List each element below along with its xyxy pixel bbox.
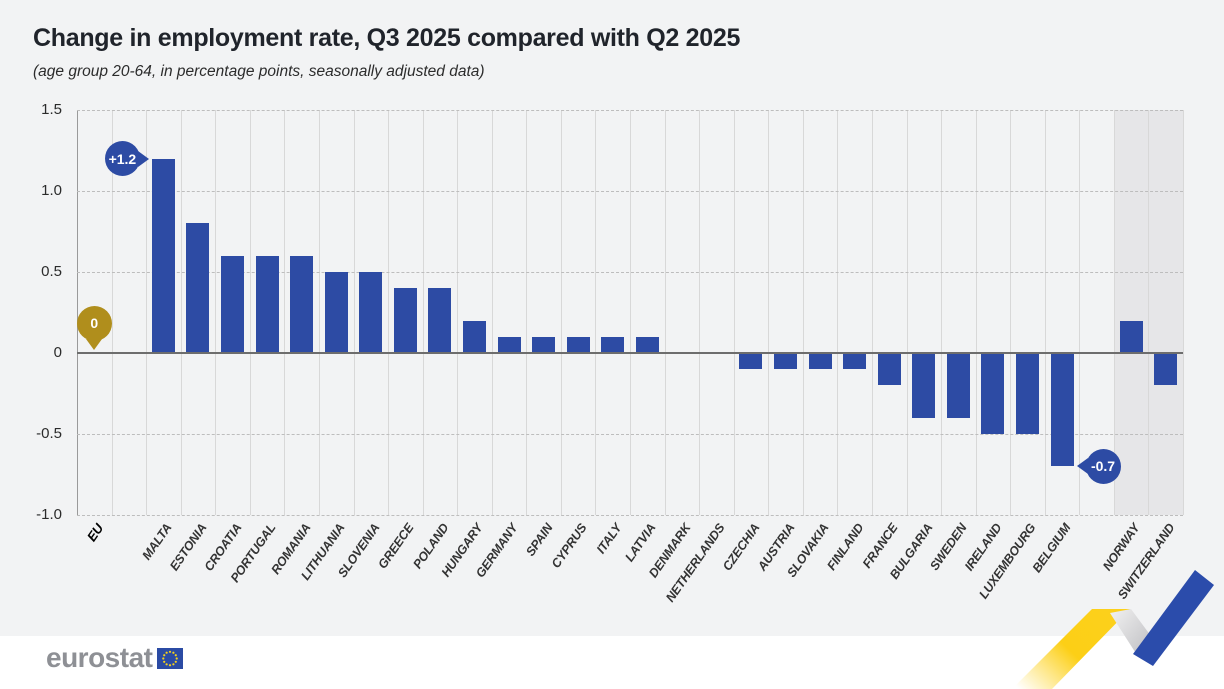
badge-tail — [1076, 458, 1088, 475]
horizontal-gridline — [77, 272, 1183, 273]
badge-tail — [137, 150, 149, 167]
bar-belgium — [1050, 353, 1074, 467]
vertical-gridline — [526, 110, 528, 515]
vertical-gridline — [871, 110, 873, 515]
bar-bulgaria — [912, 353, 936, 418]
horizontal-gridline — [77, 110, 1183, 111]
annotation-badge-eu: 0 — [76, 305, 112, 350]
bar-czechia — [739, 353, 763, 370]
bar-poland — [428, 288, 452, 353]
vertical-gridline — [215, 110, 217, 515]
vertical-gridline — [733, 110, 735, 515]
vertical-gridline — [1044, 110, 1046, 515]
horizontal-gridline — [77, 515, 1183, 516]
vertical-gridline — [1113, 110, 1115, 515]
bar-norway — [1119, 320, 1143, 353]
zero-line — [77, 352, 1183, 354]
vertical-gridline — [353, 110, 355, 515]
bar-romania — [290, 255, 314, 353]
vertical-gridline — [457, 110, 459, 515]
vertical-gridline — [388, 110, 390, 515]
vertical-gridline — [1148, 110, 1150, 515]
vertical-gridline — [491, 110, 493, 515]
chart-title: Change in employment rate, Q3 2025 compa… — [33, 24, 741, 52]
chart-subtitle: (age group 20-64, in percentage points, … — [33, 63, 485, 80]
vertical-gridline — [1183, 110, 1184, 515]
vertical-gridline — [1010, 110, 1012, 515]
vertical-gridline — [1079, 110, 1081, 515]
horizontal-gridline — [77, 434, 1183, 435]
vertical-gridline — [768, 110, 770, 515]
vertical-gridline — [595, 110, 597, 515]
bar-germany — [497, 336, 521, 353]
bar-estonia — [186, 223, 210, 353]
annotation-badge-malta: +1.2 — [104, 141, 149, 177]
bar-latvia — [635, 336, 659, 353]
vertical-gridline — [180, 110, 182, 515]
vertical-gridline — [560, 110, 562, 515]
bar-slovakia — [808, 353, 832, 370]
bar-malta — [151, 158, 175, 353]
vertical-gridline — [249, 110, 251, 515]
bar-hungary — [462, 320, 486, 353]
horizontal-gridline — [77, 191, 1183, 192]
vertical-gridline — [802, 110, 804, 515]
bar-lithuania — [324, 272, 348, 353]
vertical-gridline — [837, 110, 839, 515]
eu-flag-icon — [157, 647, 184, 669]
y-tick-label: -0.5 — [36, 425, 62, 442]
vertical-gridline — [941, 110, 943, 515]
y-tick-label: 1.5 — [41, 101, 62, 118]
y-tick-label: -1.0 — [36, 506, 62, 523]
bar-spain — [532, 336, 556, 353]
chart-canvas: Change in employment rate, Q3 2025 compa… — [0, 0, 1224, 636]
bar-slovenia — [359, 272, 383, 353]
annotation-badge-belgium: -0.7 — [1076, 448, 1121, 484]
vertical-gridline — [318, 110, 320, 515]
vertical-gridline — [975, 110, 977, 515]
bar-greece — [393, 288, 417, 353]
plot-area: +1.2 0 -0.7 — [76, 110, 1184, 516]
vertical-gridline — [664, 110, 666, 515]
vertical-gridline — [699, 110, 701, 515]
y-tick-label: 0.5 — [41, 263, 62, 280]
bar-finland — [843, 353, 867, 370]
eurostat-logo: eurostat — [46, 642, 184, 674]
y-tick-label: 0 — [53, 344, 62, 361]
vertical-gridline — [906, 110, 908, 515]
bar-sweden — [946, 353, 970, 418]
y-axis-line — [77, 110, 78, 515]
vertical-gridline — [284, 110, 286, 515]
vertical-gridline — [422, 110, 424, 515]
bar-italy — [601, 336, 625, 353]
bar-luxembourg — [1015, 353, 1039, 434]
badge-tail — [86, 338, 103, 350]
bar-portugal — [255, 255, 279, 353]
y-tick-label: 1.0 — [41, 182, 62, 199]
bar-croatia — [221, 255, 245, 353]
eurostat-logo-text: eurostat — [46, 642, 153, 673]
bar-france — [877, 353, 901, 386]
vertical-gridline — [146, 110, 148, 515]
bar-ireland — [981, 353, 1005, 434]
vertical-gridline — [111, 110, 113, 515]
vertical-gridline — [630, 110, 631, 515]
bar-austria — [774, 353, 798, 370]
bar-switzerland — [1154, 353, 1178, 386]
bar-cyprus — [566, 336, 590, 353]
